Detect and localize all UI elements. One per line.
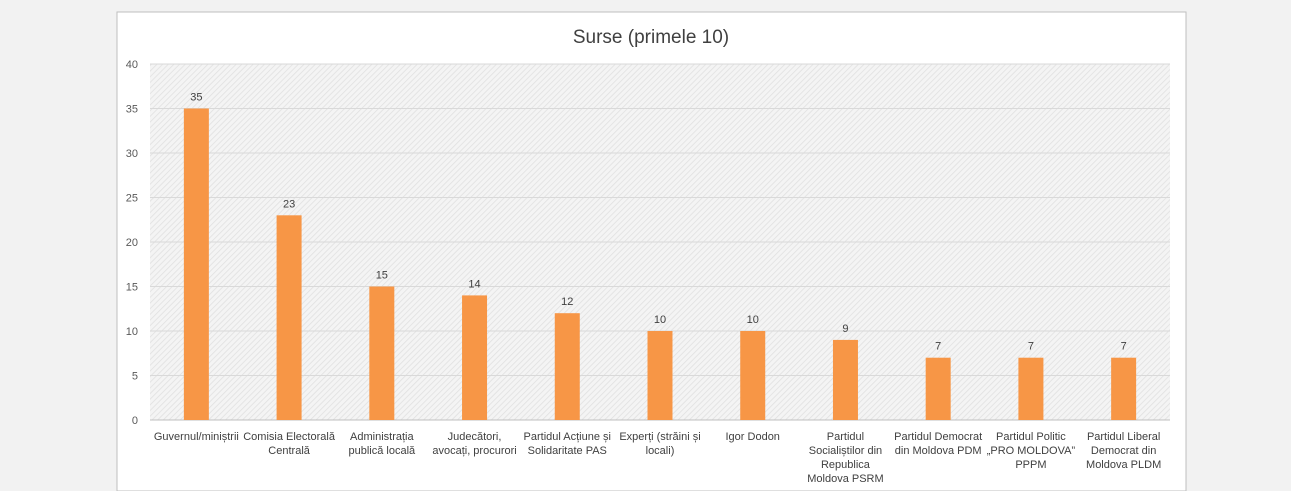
x-tick-label-line: Democrat din — [1091, 445, 1156, 457]
y-tick-label: 30 — [126, 148, 138, 160]
x-axis: Guvernul/miniștrii Comisia Electorală Cent… — [154, 431, 1161, 485]
x-tick-label: Administrația publică locală — [348, 431, 416, 457]
x-tick-label-line: din Moldova PDM — [895, 445, 982, 457]
data-labels: 35 23 15 14 12 10 10 9 7 7 7 — [190, 92, 1126, 353]
chart-title: Surse (primele 10) — [573, 27, 729, 48]
x-tick-label-line: locali) — [646, 445, 675, 457]
x-tick-label: Partidul Liberal Democrat din Moldova PLDM — [1086, 431, 1161, 471]
data-label: 10 — [654, 314, 666, 326]
x-tick-label-line: Centrală — [268, 445, 310, 457]
bar — [740, 331, 766, 420]
x-tick-label-line: Solidaritate PAS — [528, 445, 607, 457]
bar — [1111, 357, 1137, 420]
data-label: 7 — [935, 341, 941, 353]
y-tick-label: 20 — [126, 237, 138, 249]
x-tick-label-line: publică locală — [348, 445, 416, 457]
data-label: 12 — [561, 296, 573, 308]
x-tick-label: Igor Dodon — [726, 431, 780, 443]
x-tick-label-line: Partidul Politic — [996, 431, 1066, 443]
y-axis: 0 5 10 15 20 25 30 35 40 — [126, 59, 138, 427]
bar — [1018, 357, 1044, 420]
data-label: 15 — [376, 270, 388, 282]
bar — [832, 339, 858, 420]
data-label: 7 — [1121, 341, 1127, 353]
x-tick-label-line: Judecători, — [448, 431, 502, 443]
y-tick-label: 5 — [132, 371, 138, 383]
y-tick-label: 15 — [126, 282, 138, 294]
x-tick-label: Comisia Electorală Centrală — [243, 431, 336, 457]
x-tick-label: Partidul Acțiune și Solidaritate PAS — [524, 431, 611, 457]
x-tick-label-line: Republica — [821, 459, 871, 471]
x-tick-label: Experți (străini și locali) — [619, 431, 700, 457]
x-tick-label-line: Socialiștilor din — [809, 445, 882, 457]
y-tick-label: 35 — [126, 104, 138, 116]
data-label: 9 — [842, 323, 848, 335]
x-tick-label-line: Moldova PSRM — [807, 473, 883, 485]
x-tick-label: Partidul Politic „PRO MOLDOVA” PPPM — [987, 431, 1076, 471]
x-tick-label-line: Partidul Acțiune și — [524, 431, 611, 443]
x-tick-label-line: Experți (străini și — [619, 431, 700, 443]
x-tick-label-line: Administrația — [350, 431, 414, 443]
bar — [369, 286, 395, 420]
x-tick-label-line: Igor Dodon — [726, 431, 780, 443]
x-tick-label: Guvernul/miniștrii — [154, 431, 239, 443]
y-tick-label: 40 — [126, 59, 138, 71]
x-tick-label-line: avocați, procurori — [432, 445, 516, 457]
bars — [183, 108, 1137, 420]
x-tick-label-line: „PRO MOLDOVA” — [987, 445, 1076, 457]
data-label: 35 — [190, 92, 202, 104]
y-tick-label: 0 — [132, 415, 138, 427]
y-tick-label: 25 — [126, 193, 138, 205]
data-label: 23 — [283, 198, 295, 210]
bar — [462, 295, 488, 420]
data-label: 14 — [468, 278, 480, 290]
x-tick-label-line: Moldova PLDM — [1086, 459, 1161, 471]
bar — [276, 215, 302, 420]
bar — [647, 331, 673, 420]
x-tick-label: Partidul Democrat din Moldova PDM — [894, 431, 982, 457]
x-tick-label: Judecători, avocați, procurori — [432, 431, 516, 457]
x-tick-label-line: Partidul Democrat — [894, 431, 982, 443]
x-tick-label-line: Comisia Electorală — [243, 431, 336, 443]
bar — [554, 313, 580, 420]
x-tick-label-line: Partidul Liberal — [1087, 431, 1160, 443]
data-label: 10 — [747, 314, 759, 326]
x-tick-label-line: Guvernul/miniștrii — [154, 431, 239, 443]
x-tick-label-line: Partidul — [827, 431, 864, 443]
x-tick-label-line: PPPM — [1015, 459, 1046, 471]
data-label: 7 — [1028, 341, 1034, 353]
bar — [183, 108, 209, 420]
x-tick-label: Partidul Socialiștilor din Republica Moldov… — [807, 431, 883, 485]
bar — [925, 357, 951, 420]
y-tick-label: 10 — [126, 326, 138, 338]
